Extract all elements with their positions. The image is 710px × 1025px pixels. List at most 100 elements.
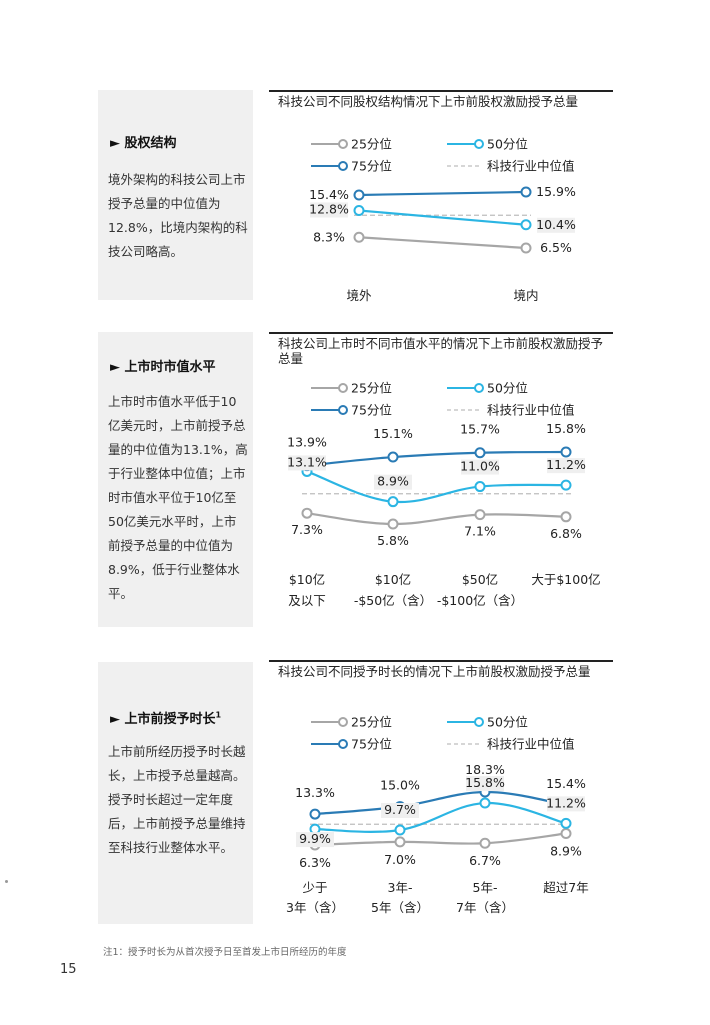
data-label-p50: 12.8%: [309, 201, 349, 216]
chart-title: 科技公司不同授予时长的情况下上市前股权激励授予总量: [278, 664, 591, 679]
series-line-p25: [306, 512, 567, 526]
data-label-p50: 15.8%: [465, 775, 505, 790]
section-body-text: 上市时市值水平低于10亿美元时，上市前授予总量的中位值为13.1%，高于行业整体…: [108, 394, 248, 601]
series-line-p25: [358, 236, 527, 250]
data-point-p25: [560, 511, 572, 523]
data-label-backing: [466, 776, 504, 792]
data-point-p25: [520, 242, 532, 254]
footnote-marker: 1: [215, 710, 222, 720]
category-label: 5年-: [473, 880, 498, 895]
data-point-p25: [301, 507, 313, 519]
data-label-p25: 6.5%: [540, 240, 572, 255]
category-label: 境内: [513, 288, 538, 303]
data-label-p75: 15.4%: [309, 187, 349, 202]
category-label: 超过7年: [543, 880, 588, 895]
data-point-p75: [474, 447, 486, 459]
data-label-p25: 6.3%: [299, 855, 331, 870]
data-label-backing: [381, 802, 419, 818]
section-body-text: 上市前所经历授予时长越长，上市授予总量越高。授予时长超过一定年度后，上市前授予总…: [108, 744, 246, 855]
data-point-p50: [394, 824, 406, 836]
data-point-p50: [479, 797, 491, 809]
data-label-p50: 10.4%: [536, 217, 576, 232]
footnote: 注1：授予时长为从首次授予日至首发上市日所经历的年度: [103, 947, 347, 958]
legend-label: 75分位: [351, 403, 392, 418]
data-label-backing: [461, 459, 499, 475]
legend-label: 50分位: [487, 381, 528, 396]
category-label: 5年（含）: [371, 900, 429, 915]
series-line-p50: [306, 470, 567, 504]
data-label-p50: 13.1%: [287, 454, 327, 469]
data-label-backing: [374, 474, 412, 490]
category-label: 境外: [346, 288, 372, 303]
legend-swatch-marker: [338, 739, 348, 749]
legend-label: 25分位: [351, 715, 392, 730]
data-point-p75: [520, 186, 532, 198]
data-point-p25: [474, 509, 486, 521]
category-label: $10亿: [375, 572, 411, 587]
data-label-p75: 15.4%: [546, 776, 586, 791]
data-label-backing: [310, 202, 348, 218]
data-label-p75: 13.3%: [295, 785, 335, 800]
data-label-p50: 11.2%: [546, 795, 586, 810]
legend-swatch-marker: [338, 161, 348, 171]
chart-top-rule: [269, 332, 613, 334]
data-label-p50: 9.7%: [384, 802, 416, 817]
series-line-p75: [358, 190, 527, 197]
data-label-p25: 7.0%: [384, 852, 416, 867]
chart-grant-duration-svg: 25分位 50分位 75分位 科技行业中位值 6.3% 7.0% 6.7% 8.9% 9.9% 9…: [286, 715, 589, 916]
legend-label: 50分位: [487, 137, 528, 152]
category-label: $10亿: [289, 572, 325, 587]
data-label-p75: 18.3%: [465, 762, 505, 777]
section-panel-ownership: ► 股权结构 境外架构的科技公司上市授予总量的中位值为12.8%，比境内架构的科…: [98, 90, 253, 300]
section-title: ► 上市时市值水平: [110, 360, 216, 375]
legend-swatch-marker: [338, 405, 348, 415]
legend-label: 75分位: [351, 737, 392, 752]
series-line-p50: [358, 209, 527, 226]
category-label: -$50亿（含）: [354, 593, 432, 608]
legend-swatch-marker: [474, 139, 484, 149]
data-point-p50: [560, 817, 572, 829]
chart-top-rule: [269, 660, 613, 662]
legend-label: 科技行业中位值: [487, 403, 575, 418]
series-line-p75: [314, 790, 567, 816]
data-label-p75: 15.1%: [373, 426, 413, 441]
category-label: 大于$100亿: [531, 572, 600, 587]
legend-swatch-marker: [474, 383, 484, 393]
legend-label: 科技行业中位值: [487, 159, 575, 174]
data-label-p25: 7.3%: [291, 522, 323, 537]
data-point-p50: [353, 204, 365, 216]
category-label: 7年（含）: [456, 900, 514, 915]
data-point-p75: [387, 451, 399, 463]
data-point-p25: [479, 837, 491, 849]
category-label: -$100亿（含）: [437, 593, 523, 608]
data-point-p50: [387, 496, 399, 508]
data-label-backing: [288, 455, 326, 471]
data-label-p50: 9.9%: [299, 831, 331, 846]
legend-label: 25分位: [351, 137, 392, 152]
data-label-p50: 11.2%: [546, 457, 586, 472]
data-point-p25: [353, 231, 365, 243]
data-point-p75: [353, 189, 365, 201]
legend-label: 50分位: [487, 715, 528, 730]
data-label-p75: 13.9%: [287, 435, 327, 450]
data-label-p75: 15.7%: [460, 422, 500, 437]
data-point-p50: [474, 481, 486, 493]
category-label: 少于: [302, 880, 327, 895]
data-label-p25: 7.1%: [464, 524, 496, 539]
chart-grant-duration: 科技公司不同授予时长的情况下上市前股权激励授予总量 25分位 50分位 75分位 科技…: [269, 660, 613, 925]
category-label: 及以下: [288, 593, 326, 608]
legend-label: 25分位: [351, 381, 392, 396]
chart-market-cap: 科技公司上市时不同市值水平的情况下上市前股权激励授予总量 25分位 50分位 75分…: [269, 332, 613, 627]
data-point-p50: [560, 479, 572, 491]
legend-swatch-marker: [338, 717, 348, 727]
data-label-p50: 11.0%: [460, 459, 500, 474]
data-label-p75: 15.8%: [546, 421, 586, 436]
chart-title: 科技公司不同股权结构情况下上市前股权激励授予总量: [278, 94, 579, 109]
legend-swatch-marker: [338, 383, 348, 393]
section-title: ► 股权结构: [110, 136, 177, 151]
section-panel-grant-duration: ► 上市前授予时长1 上市前所经历授予时长越长，上市授予总量越高。授予时长超过一…: [98, 662, 253, 924]
category-label: 3年（含）: [286, 900, 344, 915]
data-label-p50: 8.9%: [377, 474, 409, 489]
data-label-p25: 8.3%: [313, 229, 345, 244]
data-point-p25: [394, 836, 406, 848]
